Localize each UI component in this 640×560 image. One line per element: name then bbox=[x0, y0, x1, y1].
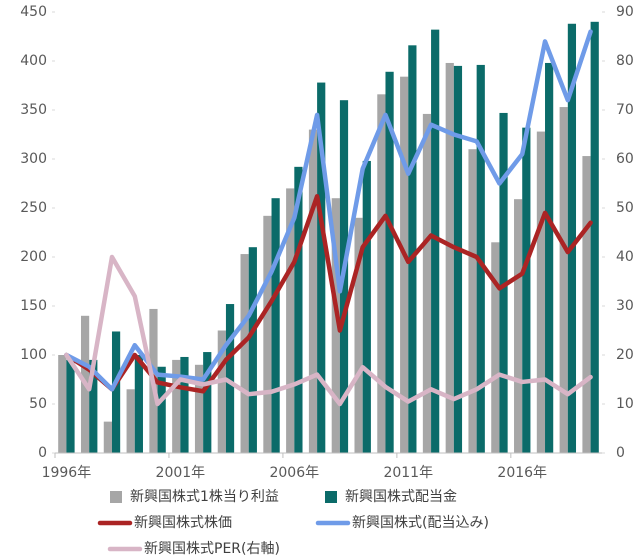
bar bbox=[590, 21, 599, 454]
bar bbox=[408, 45, 417, 453]
legend-label: 新興国株式配当金 bbox=[345, 489, 457, 505]
bar bbox=[559, 107, 568, 453]
y-tick-label: 0 bbox=[38, 445, 47, 461]
bar bbox=[294, 166, 303, 453]
bar bbox=[271, 198, 280, 453]
bar bbox=[431, 29, 440, 453]
bar bbox=[317, 82, 326, 453]
bar bbox=[217, 330, 226, 453]
bar bbox=[180, 356, 189, 453]
bar bbox=[203, 352, 212, 453]
x-tick-label: 2016年 bbox=[497, 465, 547, 481]
y2-tick-label: 80 bbox=[616, 53, 634, 69]
bar bbox=[377, 94, 386, 453]
y-tick-label: 400 bbox=[20, 53, 47, 69]
legend-swatch bbox=[110, 491, 122, 503]
bar bbox=[453, 65, 463, 454]
y-tick-label: 50 bbox=[29, 396, 47, 412]
bar bbox=[194, 364, 204, 453]
bar bbox=[240, 254, 249, 453]
bar bbox=[354, 217, 363, 453]
bar bbox=[514, 199, 523, 453]
x-tick-label: 2006年 bbox=[269, 465, 319, 481]
y-tick-label: 450 bbox=[20, 4, 47, 20]
bar bbox=[499, 112, 508, 453]
y-tick-label: 150 bbox=[20, 298, 47, 314]
y-tick-label: 200 bbox=[20, 249, 47, 265]
y2-tick-label: 30 bbox=[616, 298, 634, 314]
bar bbox=[331, 198, 340, 453]
bar bbox=[567, 23, 577, 453]
bar bbox=[157, 366, 166, 453]
line bbox=[64, 29, 593, 392]
legend-label: 新興国株式株価 bbox=[134, 515, 232, 531]
legend-swatch bbox=[325, 491, 337, 503]
bar bbox=[445, 62, 454, 454]
bar bbox=[58, 355, 67, 453]
line bbox=[64, 254, 593, 407]
y2-tick-label: 10 bbox=[616, 396, 634, 412]
bar bbox=[126, 389, 135, 453]
bar bbox=[286, 188, 295, 453]
legend-label: 新興国株式(配当込み) bbox=[352, 515, 489, 531]
x-tick-label: 2011年 bbox=[383, 465, 433, 481]
legend-label: 新興国株式1株当り利益 bbox=[130, 489, 279, 505]
bar bbox=[111, 331, 121, 453]
bar bbox=[89, 359, 98, 453]
bar bbox=[468, 149, 477, 453]
bar bbox=[134, 355, 143, 453]
y2-tick-label: 90 bbox=[616, 4, 634, 20]
bar bbox=[522, 127, 531, 453]
bar bbox=[248, 247, 257, 453]
bar bbox=[308, 129, 318, 453]
bar bbox=[225, 304, 235, 453]
bar bbox=[400, 76, 409, 454]
bar bbox=[582, 156, 591, 453]
bar bbox=[545, 62, 554, 454]
y-tick-label: 100 bbox=[20, 347, 47, 363]
y2-tick-label: 0 bbox=[616, 445, 625, 461]
x-tick-label: 1996年 bbox=[42, 465, 92, 481]
legend-label: 新興国株式PER(右軸) bbox=[144, 541, 280, 557]
y-tick-label: 250 bbox=[20, 200, 47, 216]
bar bbox=[422, 113, 432, 454]
bar bbox=[385, 71, 394, 453]
bar bbox=[362, 160, 371, 453]
bar bbox=[66, 359, 75, 453]
y-tick-label: 350 bbox=[20, 102, 47, 118]
x-tick-label: 2001年 bbox=[156, 465, 206, 481]
bar bbox=[263, 215, 272, 453]
y2-tick-label: 70 bbox=[616, 102, 634, 118]
y2-tick-label: 40 bbox=[616, 249, 634, 265]
bar bbox=[536, 131, 546, 453]
bar bbox=[172, 359, 181, 453]
y2-tick-label: 60 bbox=[616, 151, 634, 167]
y2-tick-label: 50 bbox=[616, 200, 634, 216]
bar bbox=[103, 421, 112, 453]
bar bbox=[491, 242, 500, 453]
y-tick-label: 300 bbox=[20, 151, 47, 167]
y2-tick-label: 20 bbox=[616, 347, 634, 363]
